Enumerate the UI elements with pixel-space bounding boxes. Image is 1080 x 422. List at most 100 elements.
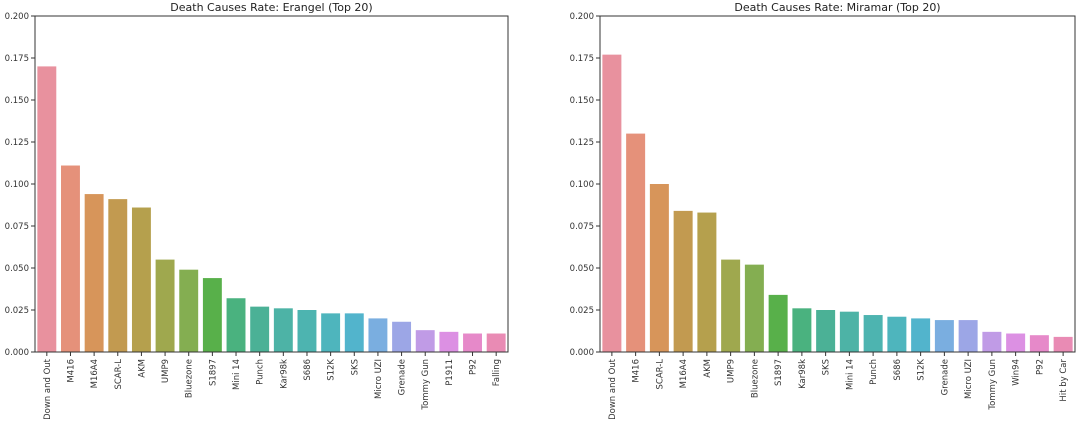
bar (863, 315, 883, 352)
x-tick-label: Down and Out (608, 358, 618, 420)
bar (61, 165, 80, 352)
y-tick-label: 0.050 (570, 264, 594, 274)
bar (697, 212, 717, 352)
y-tick-label: 0.200 (5, 12, 29, 22)
x-tick-label: S1897 (774, 359, 784, 386)
x-tick-label: P92 (1035, 359, 1045, 375)
x-tick-label: M416 (632, 359, 642, 383)
x-tick-label: S12K (327, 359, 337, 381)
bar (1053, 336, 1073, 352)
y-tick-label: 0.150 (570, 96, 594, 106)
bar (602, 54, 622, 352)
x-tick-label: SCAR-L (655, 359, 665, 390)
bar (816, 310, 836, 352)
x-tick-label: SCAR-L (114, 359, 124, 390)
bar (226, 298, 246, 352)
bar (84, 194, 104, 352)
bar (744, 264, 764, 352)
bar (463, 333, 482, 352)
bar (1029, 335, 1049, 352)
bar (673, 210, 693, 352)
y-tick-label: 0.025 (570, 306, 594, 316)
bar (131, 207, 151, 352)
bar (179, 269, 199, 352)
y-tick-label: 0.125 (5, 138, 29, 148)
x-tick-label: S1897 (208, 359, 218, 386)
x-tick-label: Grenade (940, 359, 950, 395)
bar (626, 133, 646, 352)
y-tick-label: 0.075 (570, 222, 594, 232)
bar (37, 66, 57, 353)
plot-frame (34, 15, 509, 353)
bar (721, 259, 741, 352)
bar (250, 306, 270, 352)
x-tick-label: M16A4 (679, 359, 689, 388)
bar (392, 321, 412, 352)
x-tick-label: Tommy Gun (421, 359, 431, 411)
x-tick-label: SKS (822, 359, 832, 375)
bar (649, 184, 669, 352)
bar (202, 278, 222, 352)
x-tick-label: AKM (703, 359, 713, 378)
y-tick-label: 0.075 (5, 222, 29, 232)
x-tick-label: Win94 (1012, 359, 1022, 386)
x-tick-label: Bluezone (185, 359, 195, 398)
bar (368, 318, 388, 352)
plot-frame (599, 15, 1076, 353)
x-tick-label: Tommy Gun (988, 359, 998, 411)
x-tick-label: Mini 14 (232, 359, 242, 390)
bar (887, 316, 907, 352)
y-tick-label: 0.050 (5, 264, 29, 274)
x-tick-label: M16A4 (90, 359, 100, 388)
y-tick-label: 0.100 (570, 180, 594, 190)
chart-title: Death Causes Rate: Miramar (Top 20) (734, 1, 940, 14)
y-tick-label: 0.000 (570, 348, 594, 358)
x-tick-label: S686 (303, 359, 313, 381)
bar (273, 308, 293, 352)
x-tick-label: M416 (66, 359, 76, 383)
chart-miramar: Death Causes Rate: Miramar (Top 20) 0.000… (570, 1, 1076, 420)
x-tick-label: SKS (350, 359, 360, 375)
y-tick-label: 0.175 (570, 54, 594, 64)
x-tick-label: Mini 14 (845, 359, 855, 390)
x-tick-label: S12K (917, 359, 927, 381)
bar (958, 320, 978, 352)
x-tick-label: Micro UZI (964, 359, 974, 399)
x-tick-label: UMP9 (727, 359, 737, 383)
x-tick-label: Micro UZI (374, 359, 384, 399)
bar (321, 313, 341, 352)
y-tick-label: 0.000 (5, 348, 29, 358)
y-tick-label: 0.175 (5, 54, 29, 64)
bar (934, 320, 954, 352)
bar (155, 259, 175, 352)
x-tick-label: Falling (492, 359, 502, 386)
x-tick-label: UMP9 (161, 359, 171, 383)
chart-erangel: Death Causes Rate: Erangel (Top 20) 0.000… (5, 1, 509, 420)
y-tick-label: 0.125 (570, 138, 594, 148)
bar (108, 199, 128, 352)
bar (344, 313, 364, 352)
bar (1006, 333, 1026, 352)
bar (911, 318, 931, 352)
y-tick-label: 0.100 (5, 180, 29, 190)
bar (768, 294, 788, 352)
bar (792, 308, 812, 352)
x-tick-label: P92 (469, 359, 479, 375)
y-tick-label: 0.200 (570, 12, 594, 22)
bar (415, 330, 435, 352)
x-tick-label: AKM (137, 359, 147, 378)
y-tick-label: 0.150 (5, 96, 29, 106)
x-tick-label: Punch (256, 359, 266, 385)
bar (439, 331, 459, 352)
bar (297, 310, 317, 352)
bar (486, 333, 506, 352)
bar (839, 311, 859, 352)
x-tick-label: Grenade (398, 359, 408, 395)
y-tick-label: 0.025 (5, 306, 29, 316)
x-tick-label: S686 (893, 359, 903, 381)
x-tick-label: Hit by Car (1059, 359, 1069, 402)
x-tick-label: Bluezone (750, 359, 760, 398)
x-tick-label: Kar98k (279, 359, 289, 389)
x-tick-label: Punch (869, 359, 879, 385)
